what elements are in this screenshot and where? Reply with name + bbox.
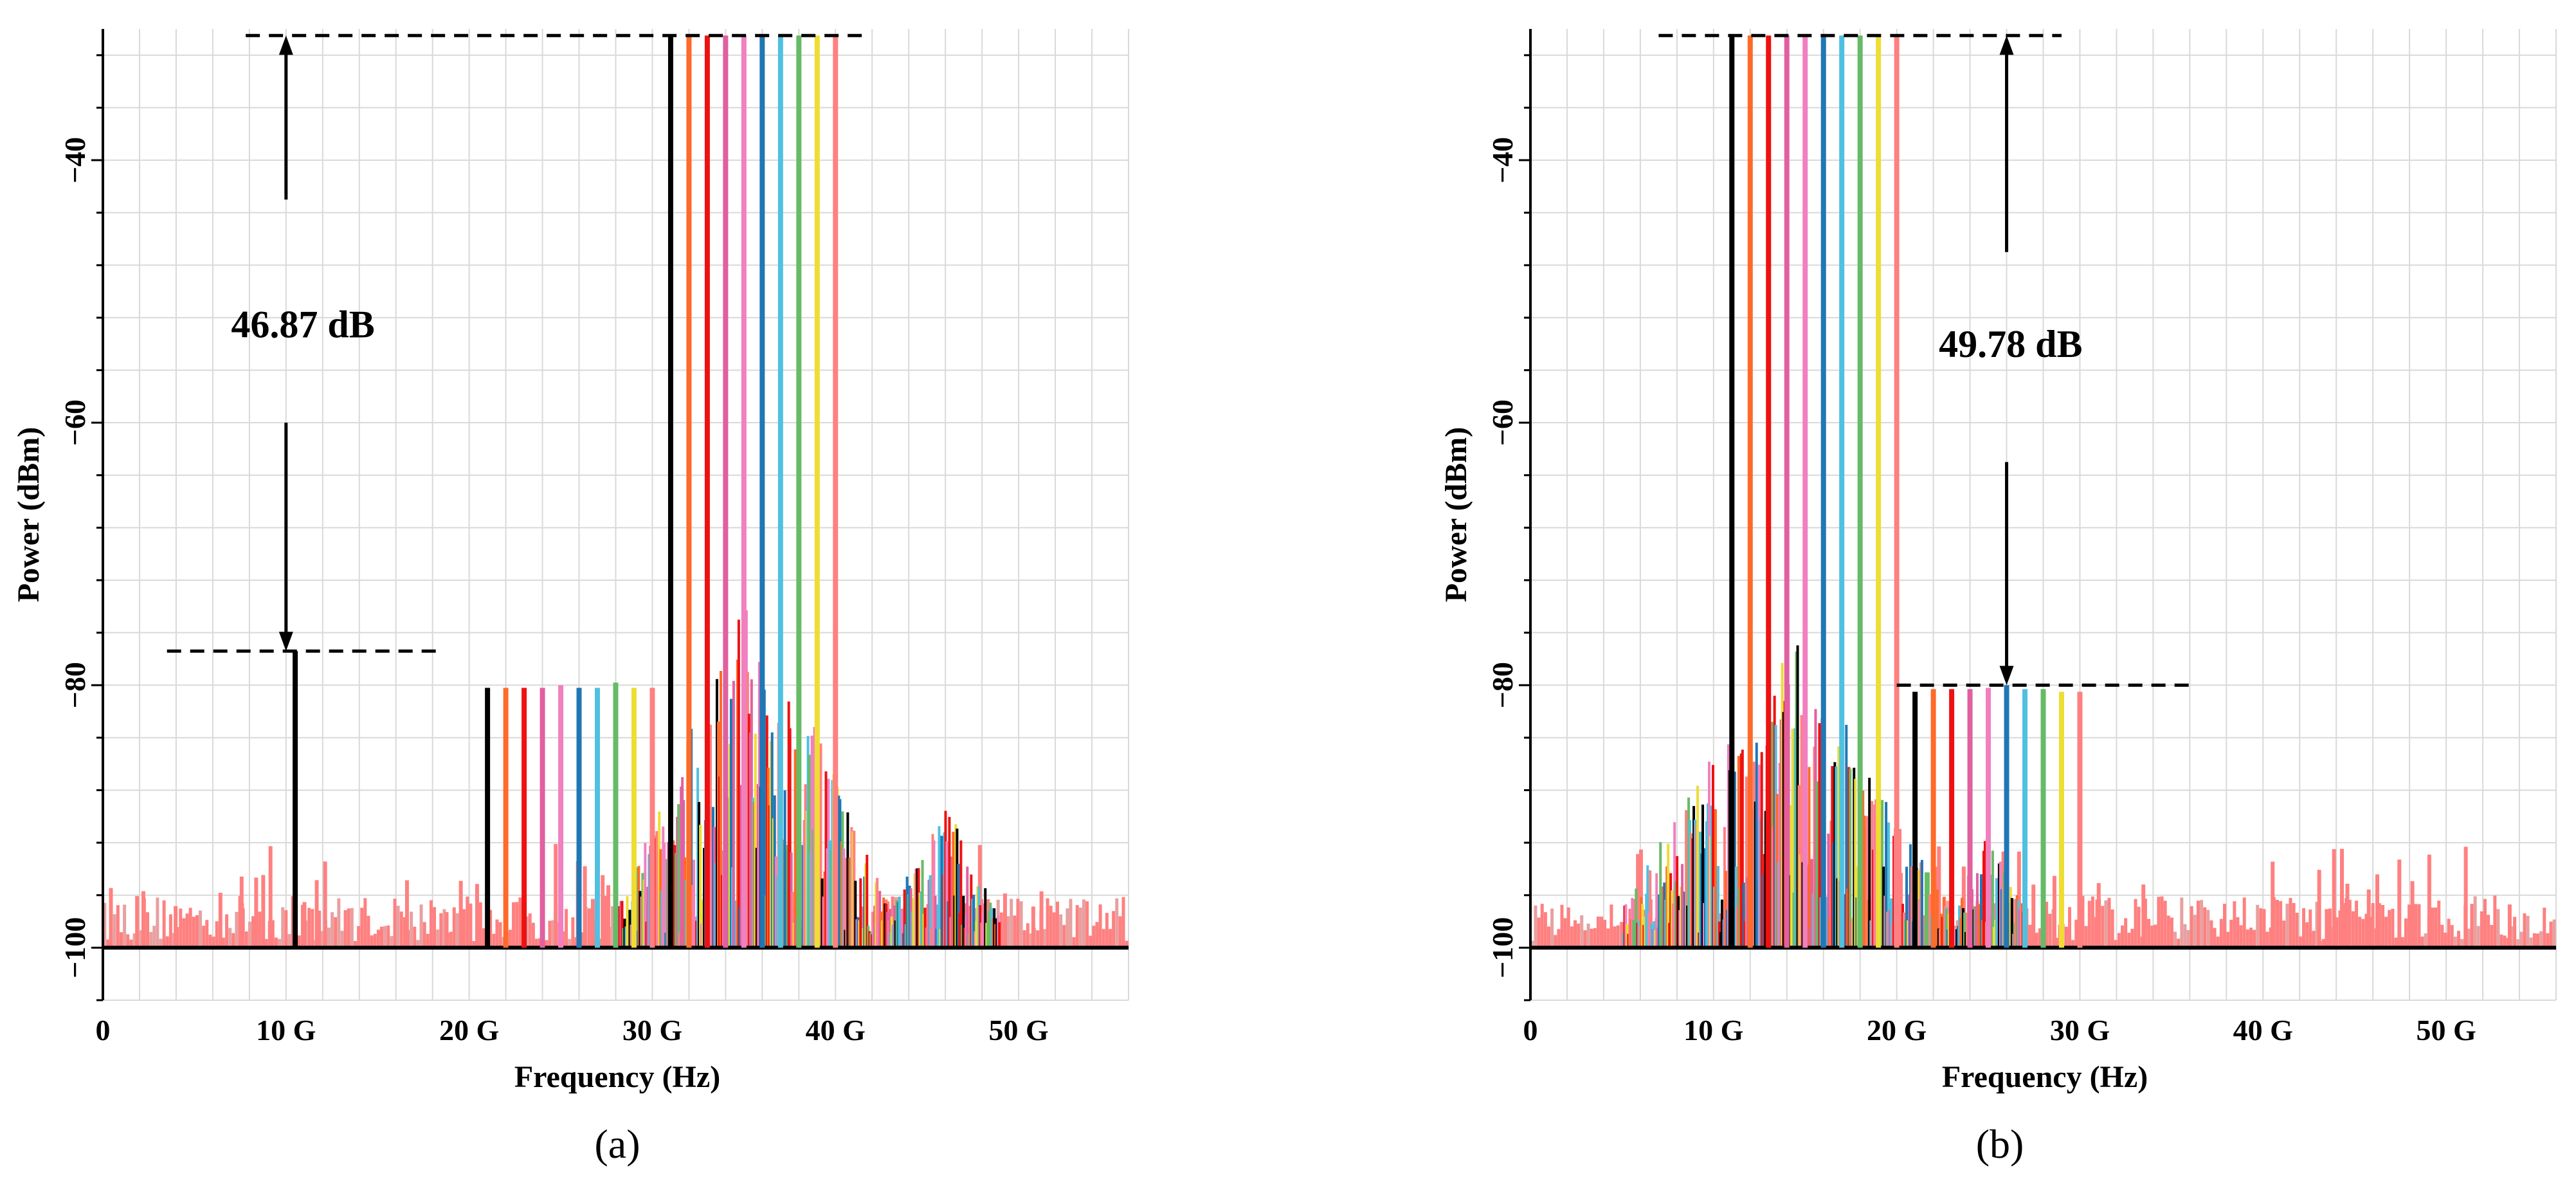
y-tick-label: −60 [59,399,91,446]
panel-a: 0 10 G 20 G 30 G 40 G 50 G −40 −60 −80 −100 46.87… [12,29,1129,1167]
y-tick-label: −80 [59,662,91,708]
x-tick-label: 0 [96,1014,111,1046]
panel-a-caption: (a) [594,1121,640,1167]
y-tick-label: −100 [1486,917,1519,978]
x-tick-label: 50 G [2416,1014,2476,1046]
x-tick-label: 20 G [1867,1014,1927,1046]
panel-b-axes [1519,29,1532,1001]
panel-a-annotation-label: 46.87 dB [231,304,374,346]
panel-a-annotation-marks [167,33,864,653]
panel-b: 0 10 G 20 G 30 G 40 G 50 G −40 −60 −80 −100 49.78… [1439,29,2557,1167]
y-tick-label: −40 [1486,137,1519,183]
panel-b-annotation-label: 49.78 dB [1939,323,2082,365]
panel-a-y-axis-title: Power (dBm) [12,427,46,602]
x-tick-label: 30 G [2050,1014,2110,1046]
panel-a-tick-labels: 0 10 G 20 G 30 G 40 G 50 G −40 −60 −80 −100 [59,137,1049,1046]
x-tick-label: 40 G [2233,1014,2293,1046]
y-tick-label: −40 [59,137,91,183]
panel-b-x-axis-title: Frequency (Hz) [1942,1060,2148,1094]
arrow-head-down [1999,666,2014,686]
x-tick-label: 10 G [256,1014,316,1046]
panel-b-y-axis-title: Power (dBm) [1439,427,1473,602]
panel-a-x-axis-title: Frequency (Hz) [514,1060,720,1094]
panel-b-caption: (b) [1976,1121,2024,1167]
y-tick-label: −100 [59,917,91,978]
y-tick-label: −80 [1486,662,1519,708]
y-tick-label: −60 [1486,399,1519,446]
panel-b-tick-labels: 0 10 G 20 G 30 G 40 G 50 G −40 −60 −80 −100 [1486,137,2476,1046]
x-tick-label: 0 [1523,1014,1538,1046]
x-tick-label: 50 G [988,1014,1048,1046]
panel-a-spectral-lines [293,35,839,948]
arrow-head-up [1999,35,2014,55]
arrow-head-up [278,35,293,55]
x-tick-label: 20 G [439,1014,499,1046]
x-tick-label: 30 G [622,1014,682,1046]
panel-b-spectral-lines [1729,35,2083,948]
x-tick-label: 10 G [1683,1014,1743,1046]
x-tick-label: 40 G [806,1014,866,1046]
arrow-head-down [278,632,293,652]
panel-a-axes [91,29,104,1001]
panel-b-annotation-marks [1658,33,2190,687]
